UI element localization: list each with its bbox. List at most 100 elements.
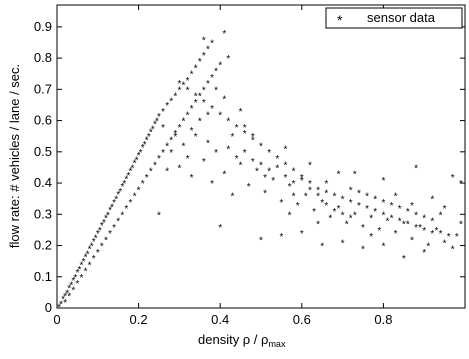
data-point: * xyxy=(308,179,312,190)
data-point: * xyxy=(71,285,75,296)
data-point: * xyxy=(73,273,77,284)
data-point: * xyxy=(100,242,104,253)
data-point: * xyxy=(59,299,63,310)
y-tick-label: 0.8 xyxy=(34,50,52,65)
data-point: * xyxy=(259,235,263,246)
data-point: * xyxy=(96,229,100,240)
data-point: * xyxy=(222,170,226,181)
data-point: * xyxy=(135,156,139,167)
data-point: * xyxy=(84,267,88,278)
data-point: * xyxy=(110,202,114,213)
data-point: * xyxy=(98,226,102,237)
data-point: * xyxy=(202,157,206,168)
data-point: * xyxy=(222,29,226,40)
data-point: * xyxy=(104,235,108,246)
data-point: * xyxy=(247,182,251,193)
data-point: * xyxy=(267,148,271,159)
data-point: * xyxy=(75,279,79,290)
data-point: * xyxy=(263,188,267,199)
data-point: * xyxy=(210,73,214,84)
data-point: * xyxy=(124,174,128,185)
data-point: * xyxy=(63,298,67,309)
data-point: * xyxy=(230,192,234,203)
data-point: * xyxy=(361,245,365,256)
data-point: * xyxy=(186,76,190,87)
data-point: * xyxy=(145,173,149,184)
x-tick-label: 0.2 xyxy=(130,312,148,327)
data-point: * xyxy=(337,170,341,181)
data-point: * xyxy=(267,167,271,178)
data-point: * xyxy=(190,70,194,81)
data-point: * xyxy=(288,210,292,221)
data-point: * xyxy=(353,170,357,181)
data-point: * xyxy=(153,120,157,131)
data-point: * xyxy=(169,96,173,107)
data-point: * xyxy=(106,210,110,221)
data-point: * xyxy=(139,148,143,159)
data-point: * xyxy=(398,204,402,215)
data-point: * xyxy=(320,198,324,209)
data-point: * xyxy=(177,123,181,134)
data-point: * xyxy=(67,292,71,303)
data-point: * xyxy=(345,220,349,231)
data-point: * xyxy=(190,173,194,184)
data-point: * xyxy=(377,226,381,237)
data-point: * xyxy=(120,210,124,221)
data-point: * xyxy=(157,112,161,123)
data-point: * xyxy=(80,273,84,284)
data-point: * xyxy=(67,284,71,295)
data-point: * xyxy=(365,204,369,215)
data-point: * xyxy=(357,188,361,199)
data-point: * xyxy=(202,98,206,109)
data-point: * xyxy=(92,254,96,265)
data-point: * xyxy=(381,176,385,187)
data-point: * xyxy=(112,198,116,209)
data-point: * xyxy=(284,160,288,171)
data-point: * xyxy=(394,192,398,203)
data-point: * xyxy=(61,295,65,306)
data-point: * xyxy=(251,135,255,146)
data-point: * xyxy=(275,163,279,174)
data-point: * xyxy=(284,173,288,184)
data-point: * xyxy=(94,234,98,245)
data-point: * xyxy=(390,213,394,224)
x-tick-label: 0 xyxy=(53,312,60,327)
x-tick-label: 0.6 xyxy=(293,312,311,327)
data-point: * xyxy=(414,223,418,234)
data-point: * xyxy=(77,265,81,276)
data-point: * xyxy=(190,104,194,115)
data-point: * xyxy=(316,220,320,231)
data-point: * xyxy=(414,163,418,174)
data-point: * xyxy=(235,154,239,165)
data-point: * xyxy=(381,210,385,221)
data-point: * xyxy=(332,207,336,218)
data-point: * xyxy=(65,288,69,299)
data-point: * xyxy=(182,142,186,153)
data-point: * xyxy=(349,185,353,196)
data-point: * xyxy=(443,238,447,249)
data-point: * xyxy=(165,142,169,153)
data-point: * xyxy=(177,79,181,90)
data-point: * xyxy=(141,179,145,190)
data-point: * xyxy=(332,192,336,203)
data-point: * xyxy=(308,185,312,196)
x-tick-label: 0.8 xyxy=(374,312,392,327)
data-point: * xyxy=(373,207,377,218)
data-point: * xyxy=(239,107,243,118)
y-tick-label: 0.1 xyxy=(34,269,52,284)
x-tick-label: 0.4 xyxy=(211,312,229,327)
data-point: * xyxy=(169,135,173,146)
data-point: * xyxy=(300,229,304,240)
data-point: * xyxy=(369,232,373,243)
data-point: * xyxy=(279,198,283,209)
data-point: * xyxy=(398,217,402,228)
data-point: * xyxy=(210,104,214,115)
data-point: * xyxy=(202,35,206,46)
data-point: * xyxy=(443,204,447,215)
data-point: * xyxy=(214,148,218,159)
data-point: * xyxy=(88,245,92,256)
data-point: * xyxy=(161,123,165,134)
data-point: * xyxy=(198,117,202,128)
data-point: * xyxy=(434,226,438,237)
data-point: * xyxy=(406,220,410,231)
